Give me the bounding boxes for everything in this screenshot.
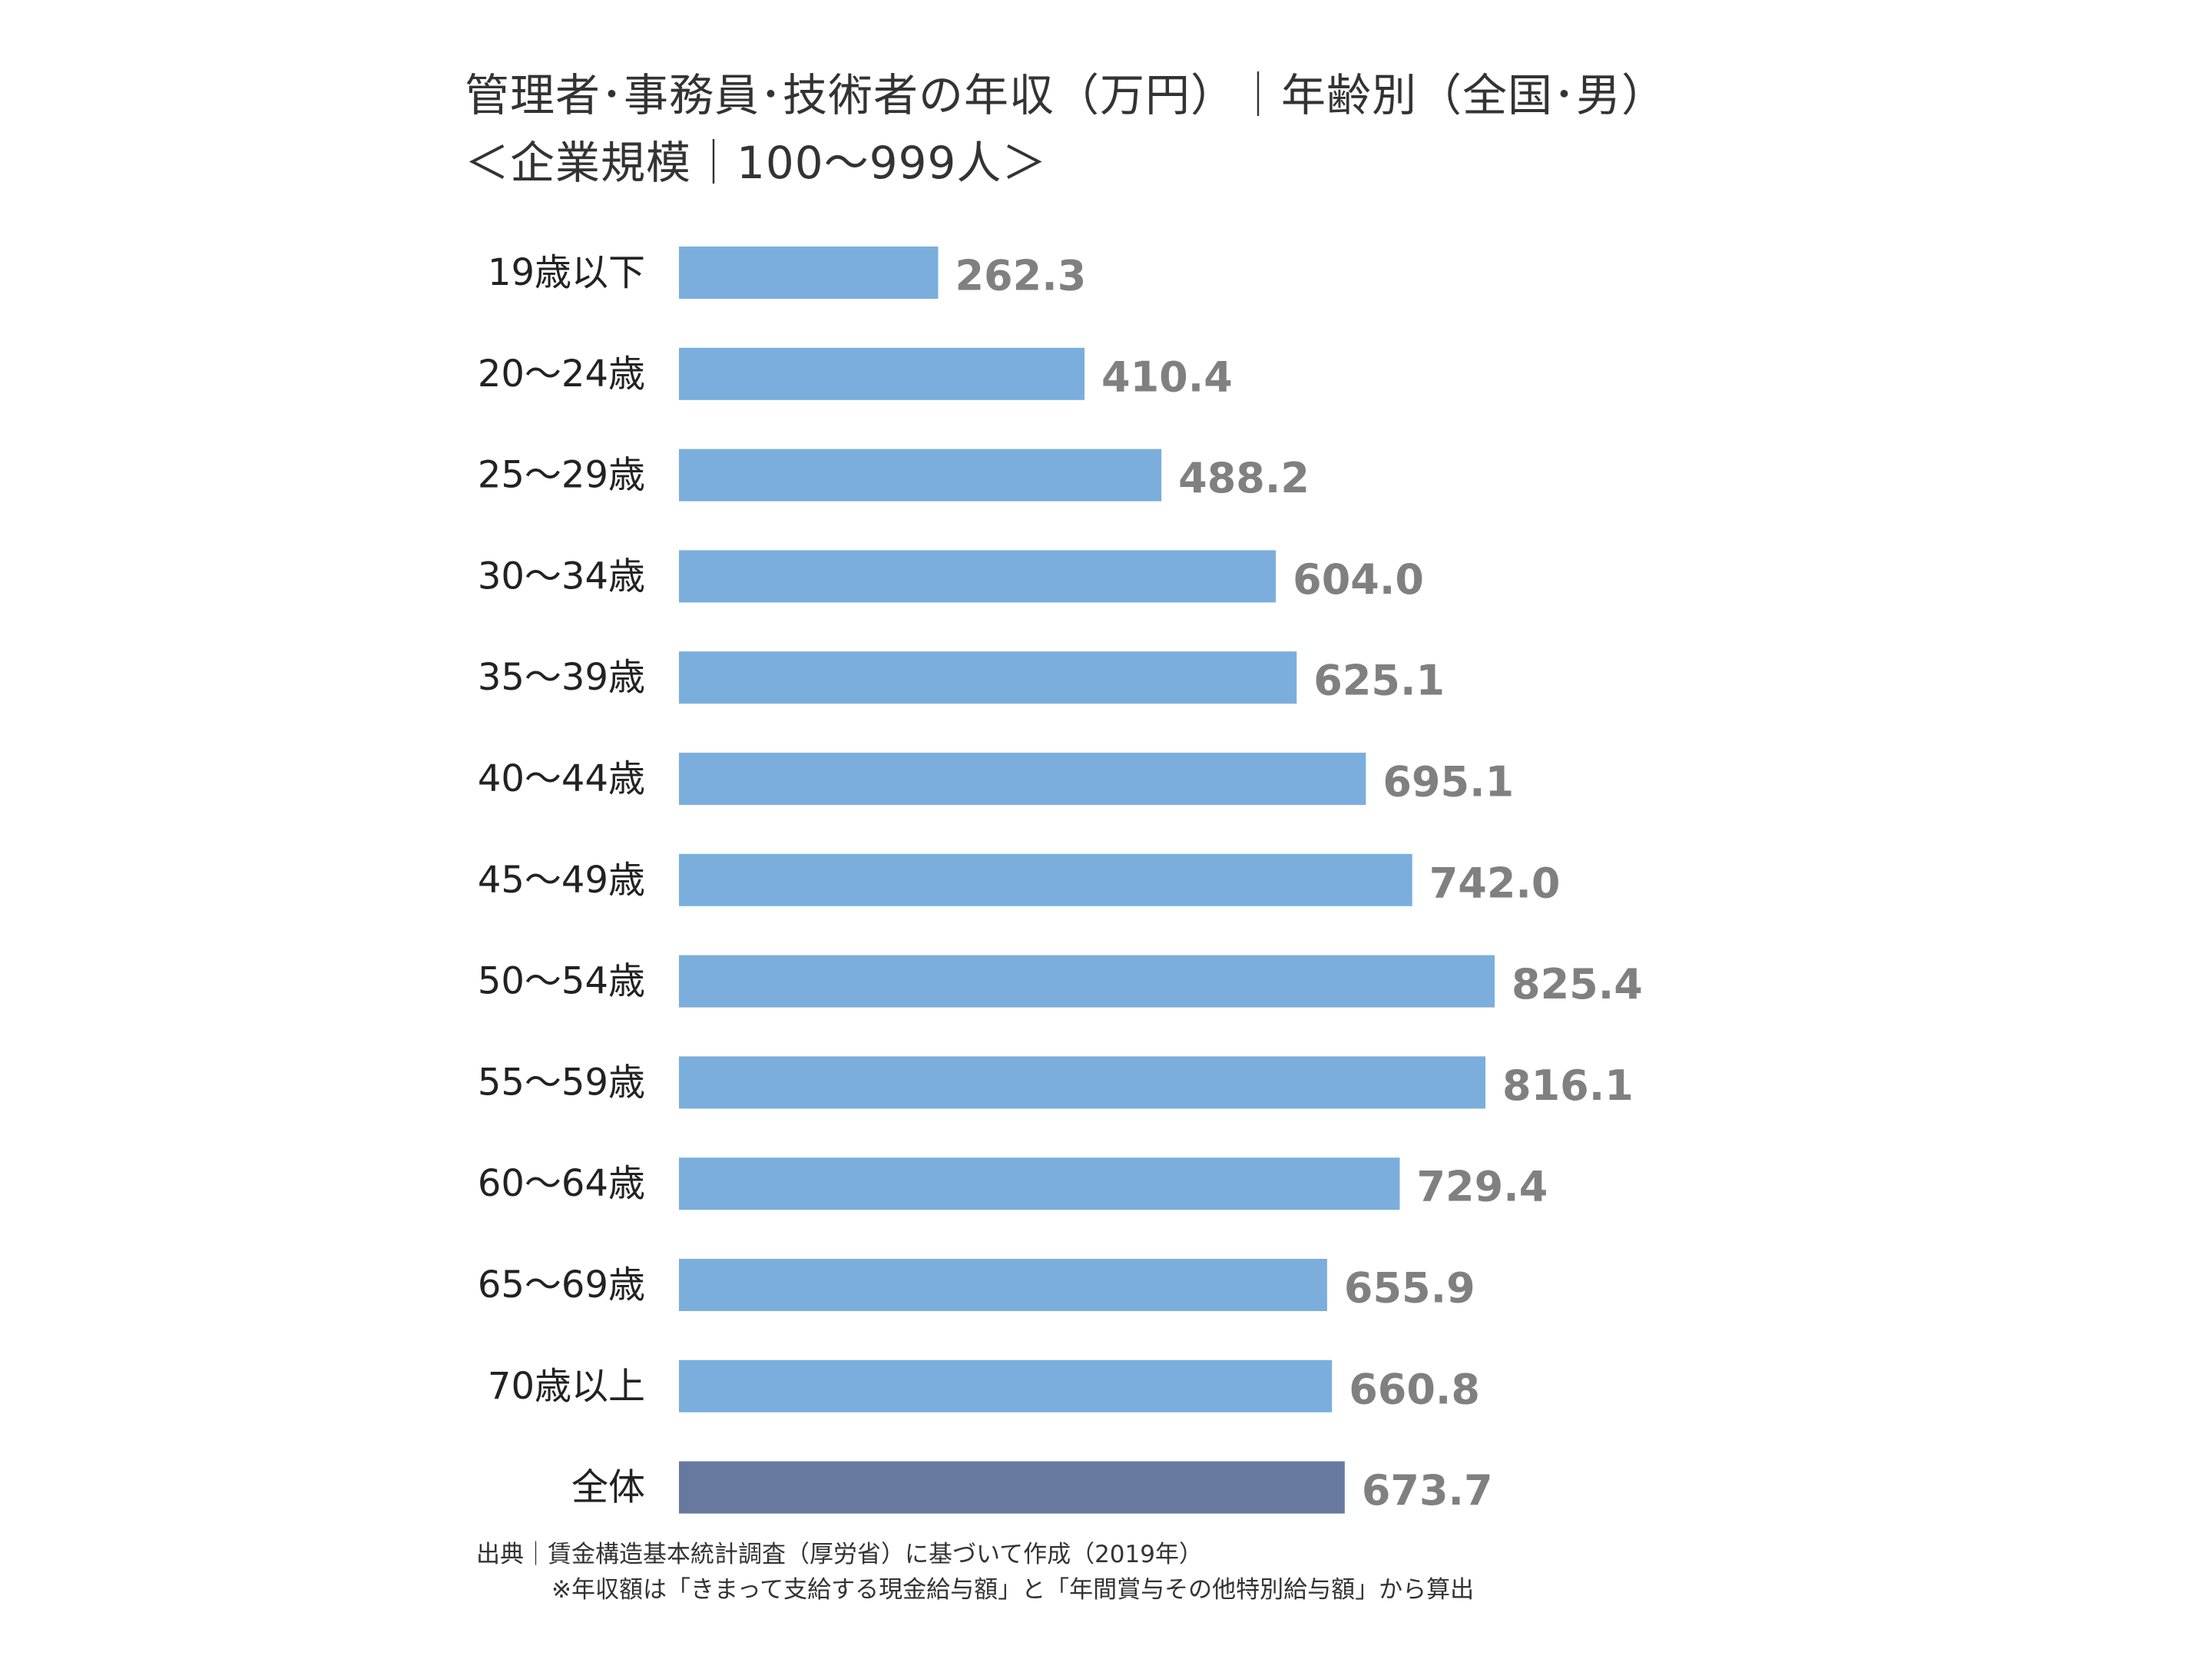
category-label: 35～39歳 [478,656,645,699]
value-label: 742.0 [1429,859,1561,907]
category-label: 70歳以上 [488,1365,645,1408]
value-label: 655.9 [1344,1264,1475,1313]
bar [679,1359,1333,1412]
bar [679,853,1412,906]
chart-title: 管理者･事務員･技術者の年収（万円）｜年齢別（全国･男） ＜企業規模｜100～9… [465,61,1667,197]
bar [679,449,1162,502]
category-label: 40～44歳 [478,757,645,800]
value-label: 673.7 [1362,1466,1493,1515]
category-label: 全体 [571,1466,645,1509]
category-label: 25～29歳 [478,454,645,497]
category-label: 45～49歳 [478,859,645,902]
category-label: 20～24歳 [478,353,645,396]
value-label: 488.2 [1178,454,1310,502]
category-label: 55～59歳 [478,1061,645,1104]
value-label: 410.4 [1101,353,1233,401]
value-label: 604.0 [1293,555,1424,604]
value-label: 625.1 [1313,657,1445,705]
bar [679,955,1495,1008]
category-label: 60～64歳 [478,1162,645,1205]
value-label: 825.4 [1512,960,1643,1008]
category-label: 65～69歳 [478,1263,645,1306]
bar [679,550,1277,603]
source-note: 出典｜賃金構造基本統計調査（厚労省）に基づいて作成（2019年） [476,1541,1203,1568]
value-label: 729.4 [1416,1163,1548,1211]
calculation-note: ※年収額は「きまって支給する現金給与額」と「年間賞与その他特別給与額」から算出 [551,1576,1475,1604]
value-label: 660.8 [1349,1365,1480,1413]
bar [679,1461,1345,1514]
bar [679,651,1297,704]
bar [679,753,1366,805]
category-label: 50～54歳 [478,960,645,1003]
value-label: 262.3 [955,252,1086,300]
bar [679,1056,1486,1109]
bar [679,1157,1400,1210]
bar [679,247,939,299]
chart-title-line-2: ＜企業規模｜100～999人＞ [465,137,1048,189]
value-label: 695.1 [1382,758,1514,806]
bar [679,347,1085,400]
category-label: 30～34歳 [478,555,645,598]
category-label: 19歳以下 [488,251,645,294]
chart-title-line-1: 管理者･事務員･技術者の年収（万円）｜年齢別（全国･男） [465,69,1667,121]
bar [679,1259,1327,1311]
value-label: 816.1 [1502,1061,1634,1110]
